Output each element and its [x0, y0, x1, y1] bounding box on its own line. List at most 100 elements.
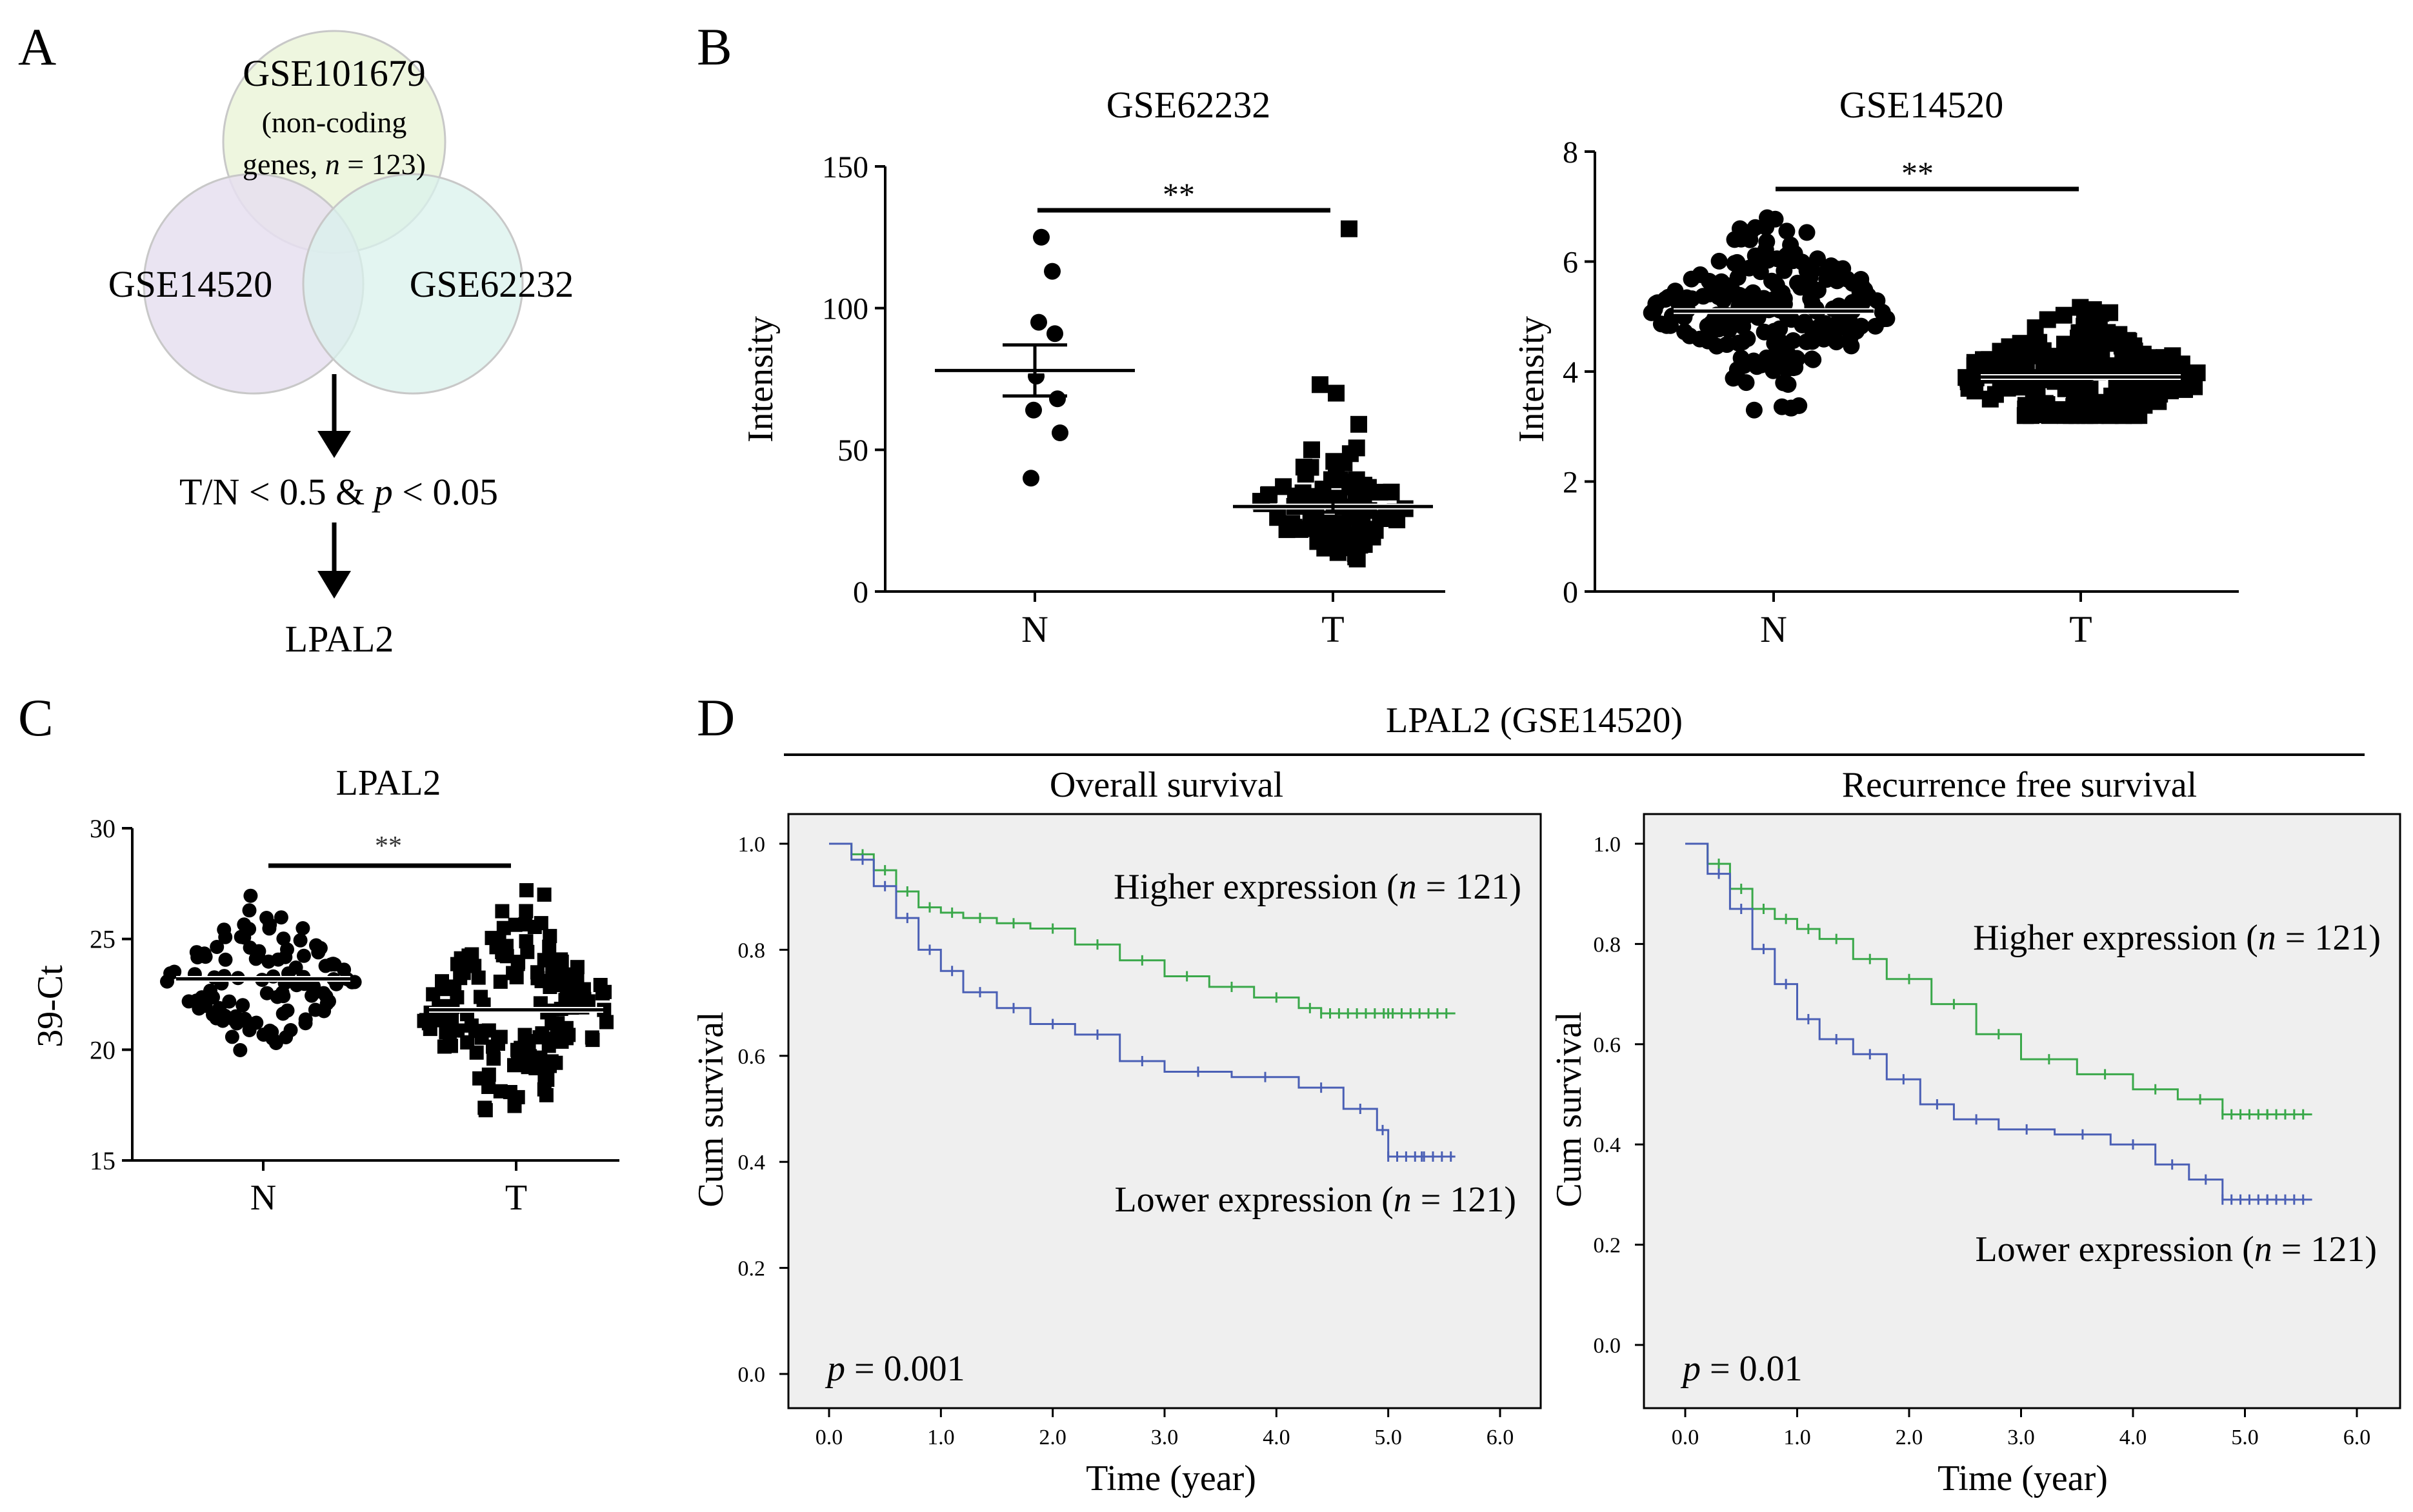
data-point	[2017, 400, 2034, 417]
x-tick-label: 4.0	[1263, 1426, 1290, 1449]
chart-c-title: LPAL2	[336, 763, 441, 803]
data-point	[1030, 313, 1047, 331]
data-point	[597, 1002, 612, 1017]
data-point	[530, 971, 545, 986]
chart-b2: GSE14520 Intensity ** 0 2 4 6 8 N T	[1512, 84, 2239, 650]
y-tick-label: 25	[90, 925, 115, 954]
arrow-1-head	[317, 431, 351, 458]
y-tick-label: 0.4	[1594, 1133, 1621, 1157]
data-point	[2107, 330, 2123, 347]
y-tick-label: 4	[1563, 355, 1578, 390]
x-tick-label: 5.0	[1374, 1426, 1402, 1449]
data-point	[1737, 374, 1755, 392]
data-point	[481, 1023, 496, 1038]
data-point	[585, 1033, 600, 1048]
chart-d2-xlabel: Time (year)	[1937, 1458, 2108, 1498]
legend-higher-part: n	[2258, 918, 2276, 958]
y-tick-label: 0.8	[1594, 933, 1621, 957]
data-point	[225, 1030, 239, 1044]
data-point	[2156, 349, 2173, 366]
data-point	[1362, 522, 1379, 539]
data-point	[1747, 219, 1764, 236]
data-point	[227, 1013, 242, 1028]
chart-b1: GSE62232 Intensity ** 0 50 100 150 N T	[741, 84, 1445, 650]
legend-higher-part: = 121)	[1417, 867, 1521, 907]
data-point	[1652, 315, 1670, 333]
y-tick-label: 0.6	[738, 1045, 766, 1069]
data-point	[1701, 285, 1719, 303]
venn-top-sub-line2: genes, n = 123)	[243, 148, 426, 181]
chart-d2-ylabel: Cum survival	[1549, 1011, 1589, 1207]
data-point	[1781, 244, 1798, 261]
data-point	[438, 1013, 453, 1028]
data-point	[570, 970, 585, 985]
data-point	[1828, 333, 1845, 351]
result-gene: LPAL2	[285, 618, 394, 660]
data-point	[1348, 550, 1366, 568]
chart-d1: Overall survival Cum survival Time (year…	[691, 765, 1542, 1498]
data-point	[181, 994, 196, 1009]
data-point	[2085, 301, 2102, 318]
data-point	[2052, 401, 2070, 418]
x-tick-label: T	[505, 1178, 527, 1218]
chart-d2-title: Recurrence free survival	[1842, 765, 2197, 805]
data-point	[511, 955, 526, 970]
arrow-2-head	[317, 571, 351, 599]
y-tick-label: 50	[837, 433, 868, 468]
panel-d-title: LPAL2 (GSE14520)	[1386, 701, 1683, 741]
venn-left-name: GSE14520	[108, 263, 273, 305]
data-point	[262, 921, 277, 936]
chart-c: LPAL2 39-Ct ** 15 20 25 30 N T	[30, 763, 619, 1218]
data-point	[1768, 250, 1786, 268]
data-point	[2036, 395, 2054, 412]
data-point	[252, 944, 266, 959]
data-point	[192, 1001, 206, 1016]
p-value-part: = 0.01	[1701, 1349, 1803, 1389]
data-point	[468, 1024, 483, 1039]
data-point	[1859, 287, 1877, 304]
data-point	[1683, 270, 1700, 288]
panel-label-c: C	[18, 688, 54, 747]
data-point	[194, 990, 209, 1005]
y-tick-label: 6	[1563, 245, 1578, 279]
chart-c-ylabel: 39-Ct	[30, 965, 70, 1048]
legend-lower-part: n	[1394, 1180, 1412, 1220]
data-point	[1295, 459, 1312, 476]
data-point	[543, 980, 557, 994]
panel-a: A GSE101679 (non-coding genes, n = 123) …	[18, 17, 574, 660]
data-point	[311, 945, 326, 960]
legend-lower-part: = 121)	[1412, 1180, 1516, 1220]
x-tick-label: T	[1321, 608, 1344, 650]
data-point	[1383, 483, 1400, 501]
panel-label-b: B	[697, 17, 732, 76]
data-point	[1991, 355, 2008, 373]
data-point	[297, 948, 311, 963]
x-tick-label: 0.0	[816, 1426, 843, 1449]
x-tick-label: N	[1021, 608, 1048, 650]
data-point	[437, 982, 452, 997]
data-point	[1726, 231, 1743, 248]
legend-lower: Lower expression (n = 121)	[1114, 1180, 1516, 1220]
data-point	[1801, 269, 1819, 286]
data-point	[1767, 210, 1784, 228]
data-point	[1785, 359, 1802, 377]
plot-area	[1643, 813, 2401, 1409]
filter-criterion: T/N < 0.5 & p < 0.05	[179, 471, 498, 513]
data-point	[1718, 336, 1736, 353]
chart-b1-sig: **	[1163, 176, 1195, 212]
data-point	[218, 930, 233, 944]
data-point	[554, 954, 569, 969]
data-point	[1025, 401, 1042, 419]
data-point	[1046, 325, 1063, 343]
data-point	[1052, 424, 1068, 441]
data-point	[477, 1100, 492, 1115]
data-point	[283, 1023, 298, 1037]
venn-top-sub-line1: (non-coding	[262, 106, 407, 139]
data-point	[467, 959, 482, 973]
data-point	[280, 1003, 295, 1018]
data-point	[2115, 407, 2132, 424]
data-point	[1023, 470, 1039, 487]
data-point	[1773, 398, 1790, 415]
legend-lower-part: Lower expression (	[1114, 1180, 1393, 1220]
data-point	[1745, 401, 1763, 419]
